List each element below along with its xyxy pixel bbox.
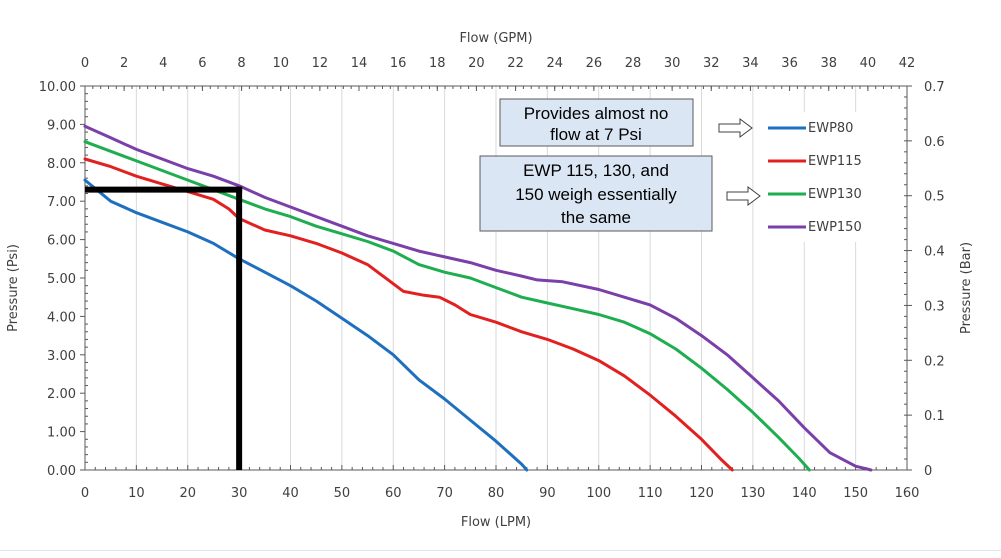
y-tick-label: 0.00 [47, 464, 76, 479]
x2-tick-label: 24 [546, 56, 563, 71]
x2-tick-label: 0 [81, 56, 89, 71]
reference-lines [85, 186, 243, 470]
y2-tick-label: 0.6 [924, 135, 945, 150]
x2-tick-label: 34 [742, 56, 759, 71]
x-tick-label: 0 [81, 486, 89, 501]
y-tick-label: 9.00 [47, 118, 76, 133]
y-tick-label: 4.00 [47, 310, 76, 325]
series-line-ewp150 [83, 124, 873, 472]
legend-label: EWP130 [808, 187, 862, 202]
x2-tick-label: 2 [120, 56, 128, 71]
y2-tick-label: 0.7 [924, 80, 945, 95]
x2-tick-label: 10 [272, 56, 289, 71]
x-tick-label: 20 [179, 486, 196, 501]
x2-tick-label: 28 [625, 56, 642, 71]
x-tick-label: 160 [895, 486, 920, 501]
arrow-right-icon [726, 186, 761, 206]
x-axis-title-bottom: Flow (LPM) [461, 515, 531, 530]
x-tick-label: 140 [792, 486, 817, 501]
x2-tick-label: 42 [899, 56, 916, 71]
y-tick-label: 8.00 [47, 157, 76, 172]
legend-background [762, 112, 882, 242]
y-tick-label: 2.00 [47, 387, 76, 402]
annotation-box [479, 155, 713, 232]
x-tick-label: 90 [539, 486, 556, 501]
annotation-same-weight: EWP 115, 130, and 150 weigh essentially … [479, 155, 713, 232]
x-tick-label: 30 [231, 486, 248, 501]
x-tick-label: 110 [638, 486, 663, 501]
legend-label: EWP150 [808, 220, 862, 235]
x2-tick-label: 4 [159, 56, 167, 71]
series-line-ewp115 [83, 157, 734, 472]
y2-tick-label: 0.1 [924, 409, 945, 424]
x-tick-label: 80 [488, 486, 505, 501]
x2-tick-label: 38 [820, 56, 837, 71]
x2-tick-label: 8 [237, 56, 245, 71]
x2-tick-label: 36 [781, 56, 798, 71]
legend: EWP80 EWP115 EWP130 EWP150 [762, 112, 882, 242]
x-tick-label: 40 [282, 486, 299, 501]
tick-labels: 0 10 20 30 40 50 60 70 80 90 100 110 120 130 140 150 160… [39, 56, 945, 501]
annotation-line: 150 weigh essentially [515, 185, 677, 204]
x2-tick-label: 22 [507, 56, 524, 71]
x2-tick-label: 16 [390, 56, 407, 71]
x2-tick-label: 12 [312, 56, 329, 71]
x2-tick-label: 26 [586, 56, 603, 71]
y-tick-label: 3.00 [47, 349, 76, 364]
x2-tick-label: 6 [198, 56, 206, 71]
x-tick-label: 10 [128, 486, 145, 501]
x-tick-label: 60 [385, 486, 402, 501]
grid-lines [135, 86, 857, 470]
y-tick-label: 7.00 [47, 195, 76, 210]
y-tick-label: 6.00 [47, 234, 76, 249]
x2-tick-label: 32 [703, 56, 720, 71]
x2-tick-label: 40 [860, 56, 877, 71]
annotation-line: EWP 115, 130, and [523, 161, 669, 180]
y-tick-label: 10.00 [39, 80, 76, 95]
x-tick-label: 70 [436, 486, 453, 501]
legend-label: EWP115 [808, 154, 862, 169]
y2-tick-label: 0 [924, 464, 932, 479]
x-tick-label: 50 [334, 486, 351, 501]
x-tick-label: 150 [843, 486, 868, 501]
annotation-line: flow at 7 Psi [550, 125, 642, 144]
footer-divider [0, 550, 1001, 551]
y-tick-label: 1.00 [47, 426, 76, 441]
y2-tick-label: 0.2 [924, 354, 945, 369]
annotation-line: the same [561, 208, 631, 227]
y-axis-title-left: Pressure (Psi) [6, 244, 21, 332]
x2-tick-label: 20 [468, 56, 485, 71]
x2-tick-label: 14 [351, 56, 368, 71]
x2-tick-label: 18 [429, 56, 446, 71]
x-tick-label: 120 [689, 486, 714, 501]
y-axis-title-right: Pressure (Bar) [959, 242, 974, 334]
y-tick-label: 5.00 [47, 272, 76, 287]
annotation-box [499, 98, 694, 147]
x-axis-title-top: Flow (GPM) [459, 31, 532, 46]
y2-tick-label: 0.5 [924, 190, 945, 205]
annotation-line: Provides almost no [524, 104, 669, 123]
x2-tick-label: 30 [664, 56, 681, 71]
series-lines [83, 124, 873, 472]
x-tick-label: 130 [740, 486, 765, 501]
y2-tick-label: 0.4 [924, 245, 945, 260]
annotation-no-flow: Provides almost no flow at 7 Psi [499, 98, 694, 147]
y2-tick-label: 0.3 [924, 299, 945, 314]
arrow-right-icon [718, 118, 753, 138]
legend-label: EWP80 [808, 121, 853, 136]
x-tick-label: 100 [586, 486, 611, 501]
series-line-ewp80 [83, 178, 529, 472]
